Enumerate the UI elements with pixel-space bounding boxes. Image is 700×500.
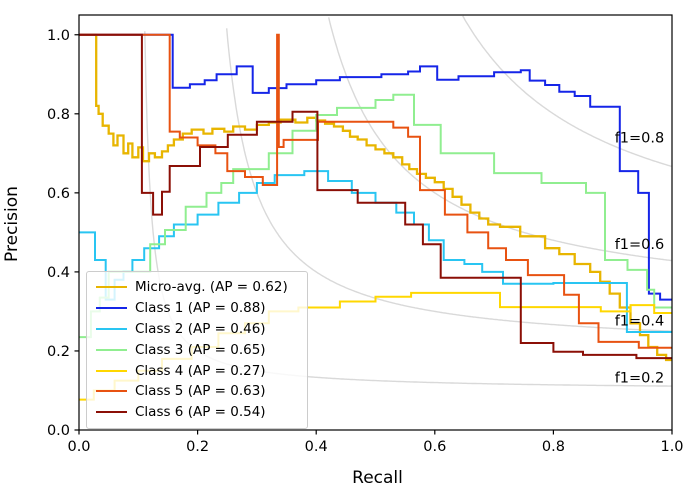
legend-item-class-3: Class 3 (AP = 0.65) xyxy=(87,339,307,360)
legend-swatch-class-2 xyxy=(96,327,127,330)
x-tick-label: 0.2 xyxy=(186,439,209,455)
legend-swatch-class-4 xyxy=(96,369,127,372)
x-axis-label: Recall xyxy=(352,468,403,488)
y-axis-label: Precision xyxy=(2,186,22,262)
iso-f1-label-0.2: f1=0.2 xyxy=(615,371,665,387)
legend-item-class-2: Class 2 (AP = 0.46) xyxy=(87,319,307,340)
x-tick-label: 0.8 xyxy=(542,439,565,455)
iso-f1-curve-0.8 xyxy=(462,15,672,167)
legend-label-micro-avg: Micro-avg. (AP = 0.62) xyxy=(135,279,288,296)
y-tick-label: 0.6 xyxy=(47,186,70,202)
legend-label-class-4: Class 4 (AP = 0.27) xyxy=(135,362,266,379)
legend-label-class-3: Class 3 (AP = 0.65) xyxy=(135,341,266,358)
legend-item-class-5: Class 5 (AP = 0.63) xyxy=(87,381,307,402)
legend-item-class-6: Class 6 (AP = 0.54) xyxy=(87,402,307,423)
y-tick-label: 0.0 xyxy=(47,423,70,439)
legend-label-class-6: Class 6 (AP = 0.54) xyxy=(135,404,266,421)
micro-avg-curve xyxy=(79,33,672,362)
legend-label-class-5: Class 5 (AP = 0.63) xyxy=(135,383,266,400)
legend-label-class-2: Class 2 (AP = 0.46) xyxy=(135,320,266,337)
iso-f1-curve-0.4 xyxy=(226,28,672,332)
iso-f1-label-0.8: f1=0.8 xyxy=(615,131,665,147)
iso-f1-label-0.6: f1=0.6 xyxy=(615,237,665,253)
legend-item-micro-avg: Micro-avg. (AP = 0.62) xyxy=(87,277,307,298)
class-3-curve xyxy=(79,93,672,339)
legend-box: Micro-avg. (AP = 0.62) Class 1 (AP = 0.88… xyxy=(86,271,308,429)
legend-item-class-4: Class 4 (AP = 0.27) xyxy=(87,360,307,381)
axes-frame xyxy=(78,14,673,431)
x-tick-label: 0.6 xyxy=(423,439,446,455)
y-tick-label: 1.0 xyxy=(47,28,70,44)
y-tick-label: 0.8 xyxy=(47,107,70,123)
class-1-curve xyxy=(79,33,672,301)
class-5-curve xyxy=(79,33,672,349)
legend-item-class-1: Class 1 (AP = 0.88) xyxy=(87,298,307,319)
x-tick-label: 0.4 xyxy=(305,439,328,455)
legend-swatch-class-5 xyxy=(96,390,127,393)
y-tick-label: 0.4 xyxy=(47,265,70,281)
x-tick-label: 0.0 xyxy=(67,439,90,455)
legend-label-class-1: Class 1 (AP = 0.88) xyxy=(135,300,266,317)
legend-swatch-micro-avg xyxy=(96,286,127,289)
legend-swatch-class-6 xyxy=(96,411,127,414)
iso-f1-label-0.4: f1=0.4 xyxy=(615,313,665,329)
class-6-curve xyxy=(79,33,672,360)
legend-swatch-class-3 xyxy=(96,348,127,351)
x-tick-label: 1.0 xyxy=(660,439,683,455)
y-tick-label: 0.2 xyxy=(47,344,70,360)
legend-swatch-class-1 xyxy=(96,307,127,310)
